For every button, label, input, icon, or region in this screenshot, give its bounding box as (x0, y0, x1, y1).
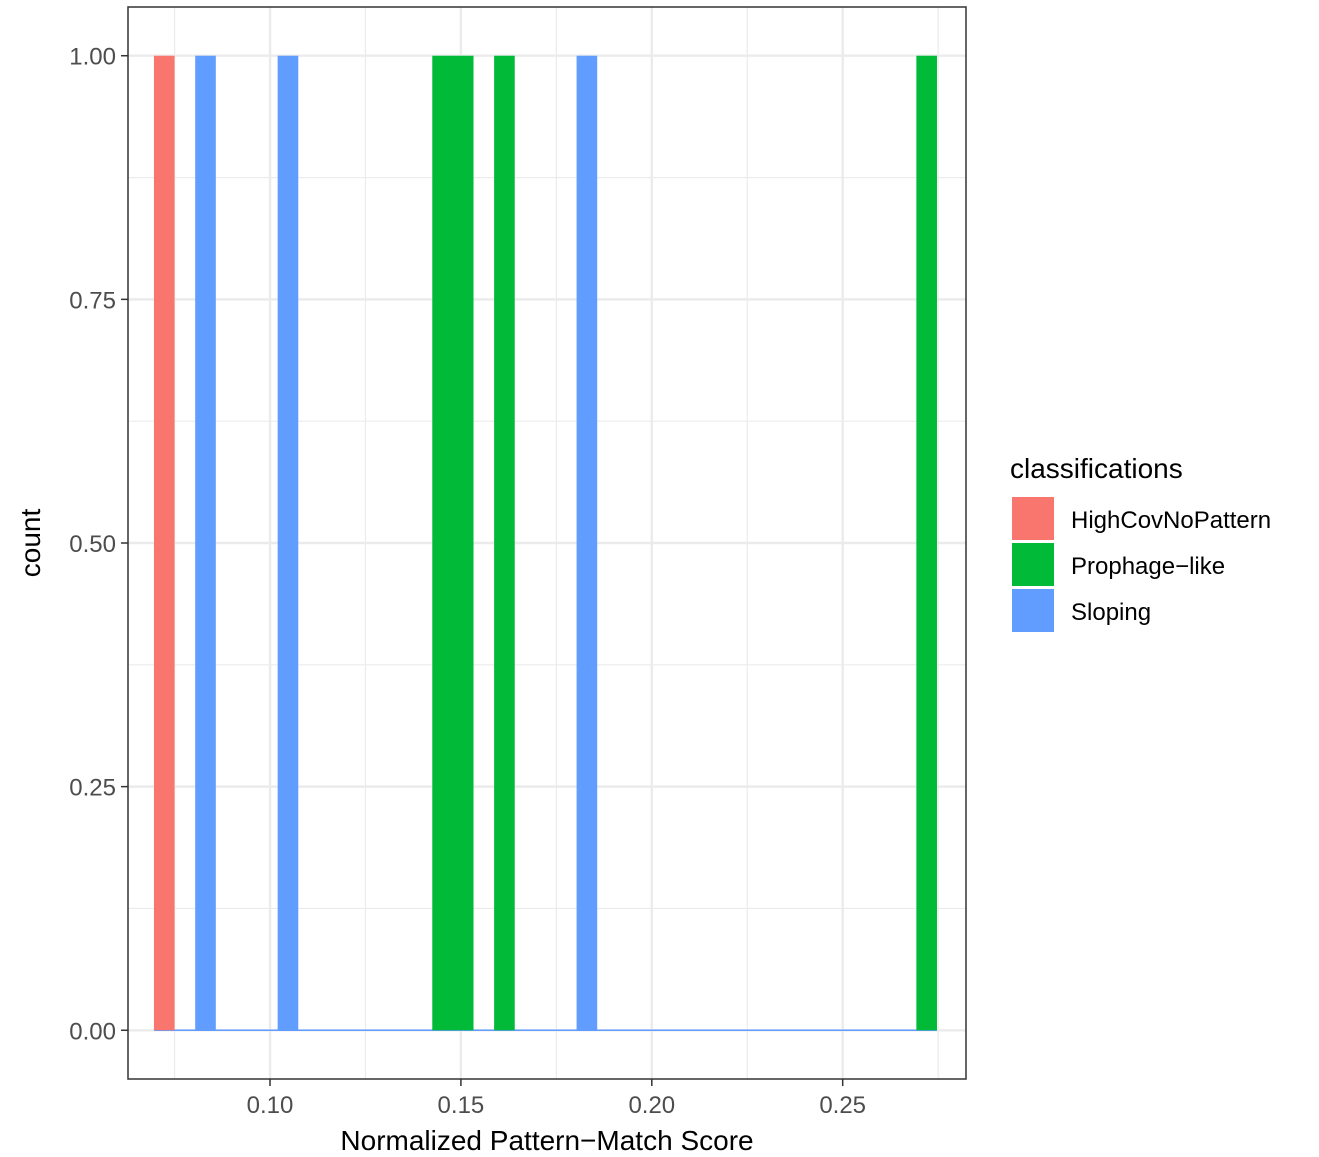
legend-label: Prophage−like (1071, 553, 1225, 580)
x-axis-title: Normalized Pattern−Match Score (340, 1125, 753, 1156)
bar-prophage-like (916, 55, 937, 1031)
bar-highcovnopattern (153, 55, 175, 1031)
x-axis: 0.10 0.15 0.20 0.25 (247, 1079, 866, 1119)
y-tick-label: 1.00 (69, 44, 116, 71)
bar-sloping (576, 55, 598, 1031)
y-tick-label: 0.00 (69, 1018, 116, 1045)
legend-key (1012, 543, 1054, 586)
x-tick-label: 0.20 (628, 1092, 675, 1119)
legend-key (1012, 589, 1054, 632)
bar-prophage-like (494, 55, 515, 1031)
y-tick-label: 0.75 (69, 287, 116, 314)
legend: classifications HighCovNoPattern Prophage… (1010, 453, 1271, 632)
legend-label: Sloping (1071, 599, 1151, 626)
y-axis: 0.00 0.25 0.50 0.75 1.00 (69, 44, 128, 1045)
y-tick-label: 0.50 (69, 531, 116, 558)
bar-prophage-like (432, 55, 474, 1031)
legend-title: classifications (1010, 453, 1183, 484)
legend-key (1012, 497, 1054, 540)
x-tick-label: 0.15 (438, 1092, 485, 1119)
bar-sloping (277, 55, 299, 1031)
x-tick-label: 0.25 (819, 1092, 866, 1119)
y-tick-label: 0.25 (69, 775, 116, 802)
legend-label: HighCovNoPattern (1071, 507, 1271, 534)
bar-sloping (195, 55, 216, 1031)
y-axis-title: count (15, 509, 46, 578)
x-tick-label: 0.10 (247, 1092, 294, 1119)
bars (153, 55, 937, 1032)
